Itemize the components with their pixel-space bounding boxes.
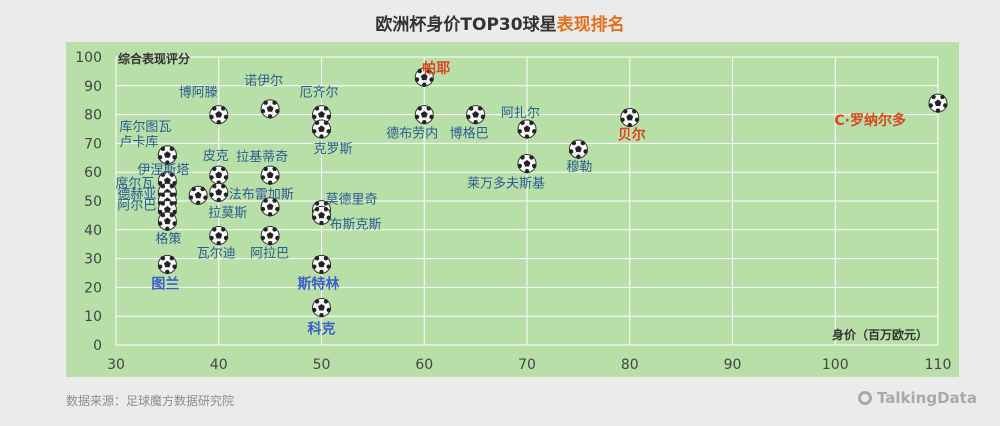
x-axis-label: 身价（百万欧元） (832, 327, 928, 342)
y-tick-label: 60 (84, 165, 102, 181)
point-label: 科克 (308, 321, 336, 338)
y-tick-label: 20 (84, 280, 102, 296)
point-label: 博格巴 (450, 126, 489, 142)
soccer-ball-icon (209, 226, 229, 246)
x-tick-label: 90 (724, 357, 742, 373)
point-label: 斯特林 (298, 275, 340, 292)
point-label: 阿拉巴 (250, 247, 289, 262)
soccer-ball-icon (157, 211, 177, 231)
x-tick-label: 50 (313, 357, 331, 373)
y-tick-label: 70 (84, 136, 102, 152)
point-label: 克罗斯 (314, 142, 353, 157)
point-label: 德赫亚 (117, 187, 156, 202)
point-label: 伊涅斯塔 (137, 163, 189, 178)
soccer-ball-icon (157, 145, 177, 165)
y-tick-label: 80 (84, 108, 102, 124)
soccer-ball-icon (209, 182, 229, 203)
point-label: 阿扎尔 (501, 106, 540, 121)
point-label: 穆勒 (566, 160, 592, 175)
y-tick-label: 30 (84, 252, 102, 268)
point-label: 莱万多夫斯基 (467, 176, 545, 192)
soccer-ball-icon (260, 99, 280, 119)
x-tick-label: 30 (107, 357, 125, 373)
point-label: 布斯克斯 (330, 217, 382, 232)
soccer-ball-icon (312, 205, 331, 226)
soccer-ball-icon (620, 107, 640, 128)
point-label: 库尔图瓦 (119, 119, 171, 135)
soccer-ball-icon (312, 298, 331, 318)
point-label: 皮克 (203, 149, 229, 164)
point-label: 帕耶 (422, 60, 450, 77)
soccer-ball-icon (260, 197, 280, 217)
soccer-ball-icon (312, 254, 331, 275)
point-label: 德布劳内 (386, 126, 438, 142)
soccer-ball-icon (414, 105, 434, 125)
y-tick-label: 40 (84, 223, 102, 239)
point-label: 拉莫斯 (208, 206, 247, 221)
y-tick-label: 100 (75, 50, 102, 66)
point-label: 莫德里奇 (326, 192, 378, 208)
point-label: 拉基蒂奇 (236, 149, 288, 165)
point-label: 博阿滕 (179, 86, 218, 101)
point-label: 席尔瓦 (115, 175, 154, 191)
point-label: 阿尔巴 (117, 199, 156, 214)
chart-title-highlight: 表现排名 (556, 15, 625, 35)
x-tick-label: 70 (518, 357, 536, 373)
y-tick-label: 10 (84, 309, 102, 325)
x-tick-label: 100 (822, 357, 849, 373)
y-tick-label: 50 (84, 194, 102, 210)
soccer-ball-icon (260, 226, 280, 246)
chart-title-main: 欧洲杯身价TOP30球星 (375, 15, 557, 35)
point-label: 瓦尔迪 (197, 247, 236, 262)
soccer-ball-icon (209, 105, 229, 125)
chart-title: 欧洲杯身价TOP30球星表现排名 (0, 10, 1000, 35)
x-tick-label: 110 (925, 357, 952, 373)
y-tick-label: 90 (84, 79, 102, 95)
point-label: 法布雷加斯 (229, 187, 294, 202)
talkingdata-logo: TalkingData (858, 389, 977, 407)
point-label: 卢卡库 (119, 134, 158, 150)
soccer-ball-icon (517, 119, 537, 139)
point-label: 图兰 (151, 275, 179, 292)
soccer-ball-icon (568, 139, 588, 159)
point-label: 贝尔 (618, 126, 646, 143)
y-tick-label: 0 (93, 338, 102, 354)
soccer-ball-icon (466, 105, 486, 125)
data-source-note: 数据来源：足球魔方数据研究院 (66, 394, 235, 408)
soccer-ball-icon (188, 185, 208, 206)
plot-area (66, 42, 959, 377)
point-label: 格策 (155, 231, 181, 247)
point-label: C·罗纳尔多 (834, 112, 906, 129)
soccer-ball-icon (157, 254, 177, 275)
x-tick-label: 60 (415, 357, 433, 373)
x-tick-label: 40 (210, 357, 228, 373)
logo-ring-icon (858, 391, 872, 405)
y-axis-label: 综合表现评分 (118, 51, 190, 66)
point-label: 诺伊尔 (244, 74, 283, 89)
soccer-ball-icon (260, 165, 280, 185)
soccer-ball-icon (209, 165, 229, 185)
soccer-ball-icon (312, 119, 331, 139)
logo-text: TalkingData (877, 389, 977, 407)
soccer-ball-icon (414, 67, 434, 87)
x-tick-label: 80 (621, 357, 639, 373)
soccer-ball-icon (928, 93, 948, 113)
point-label: 厄齐尔 (300, 85, 339, 101)
soccer-ball-icon (517, 154, 537, 174)
